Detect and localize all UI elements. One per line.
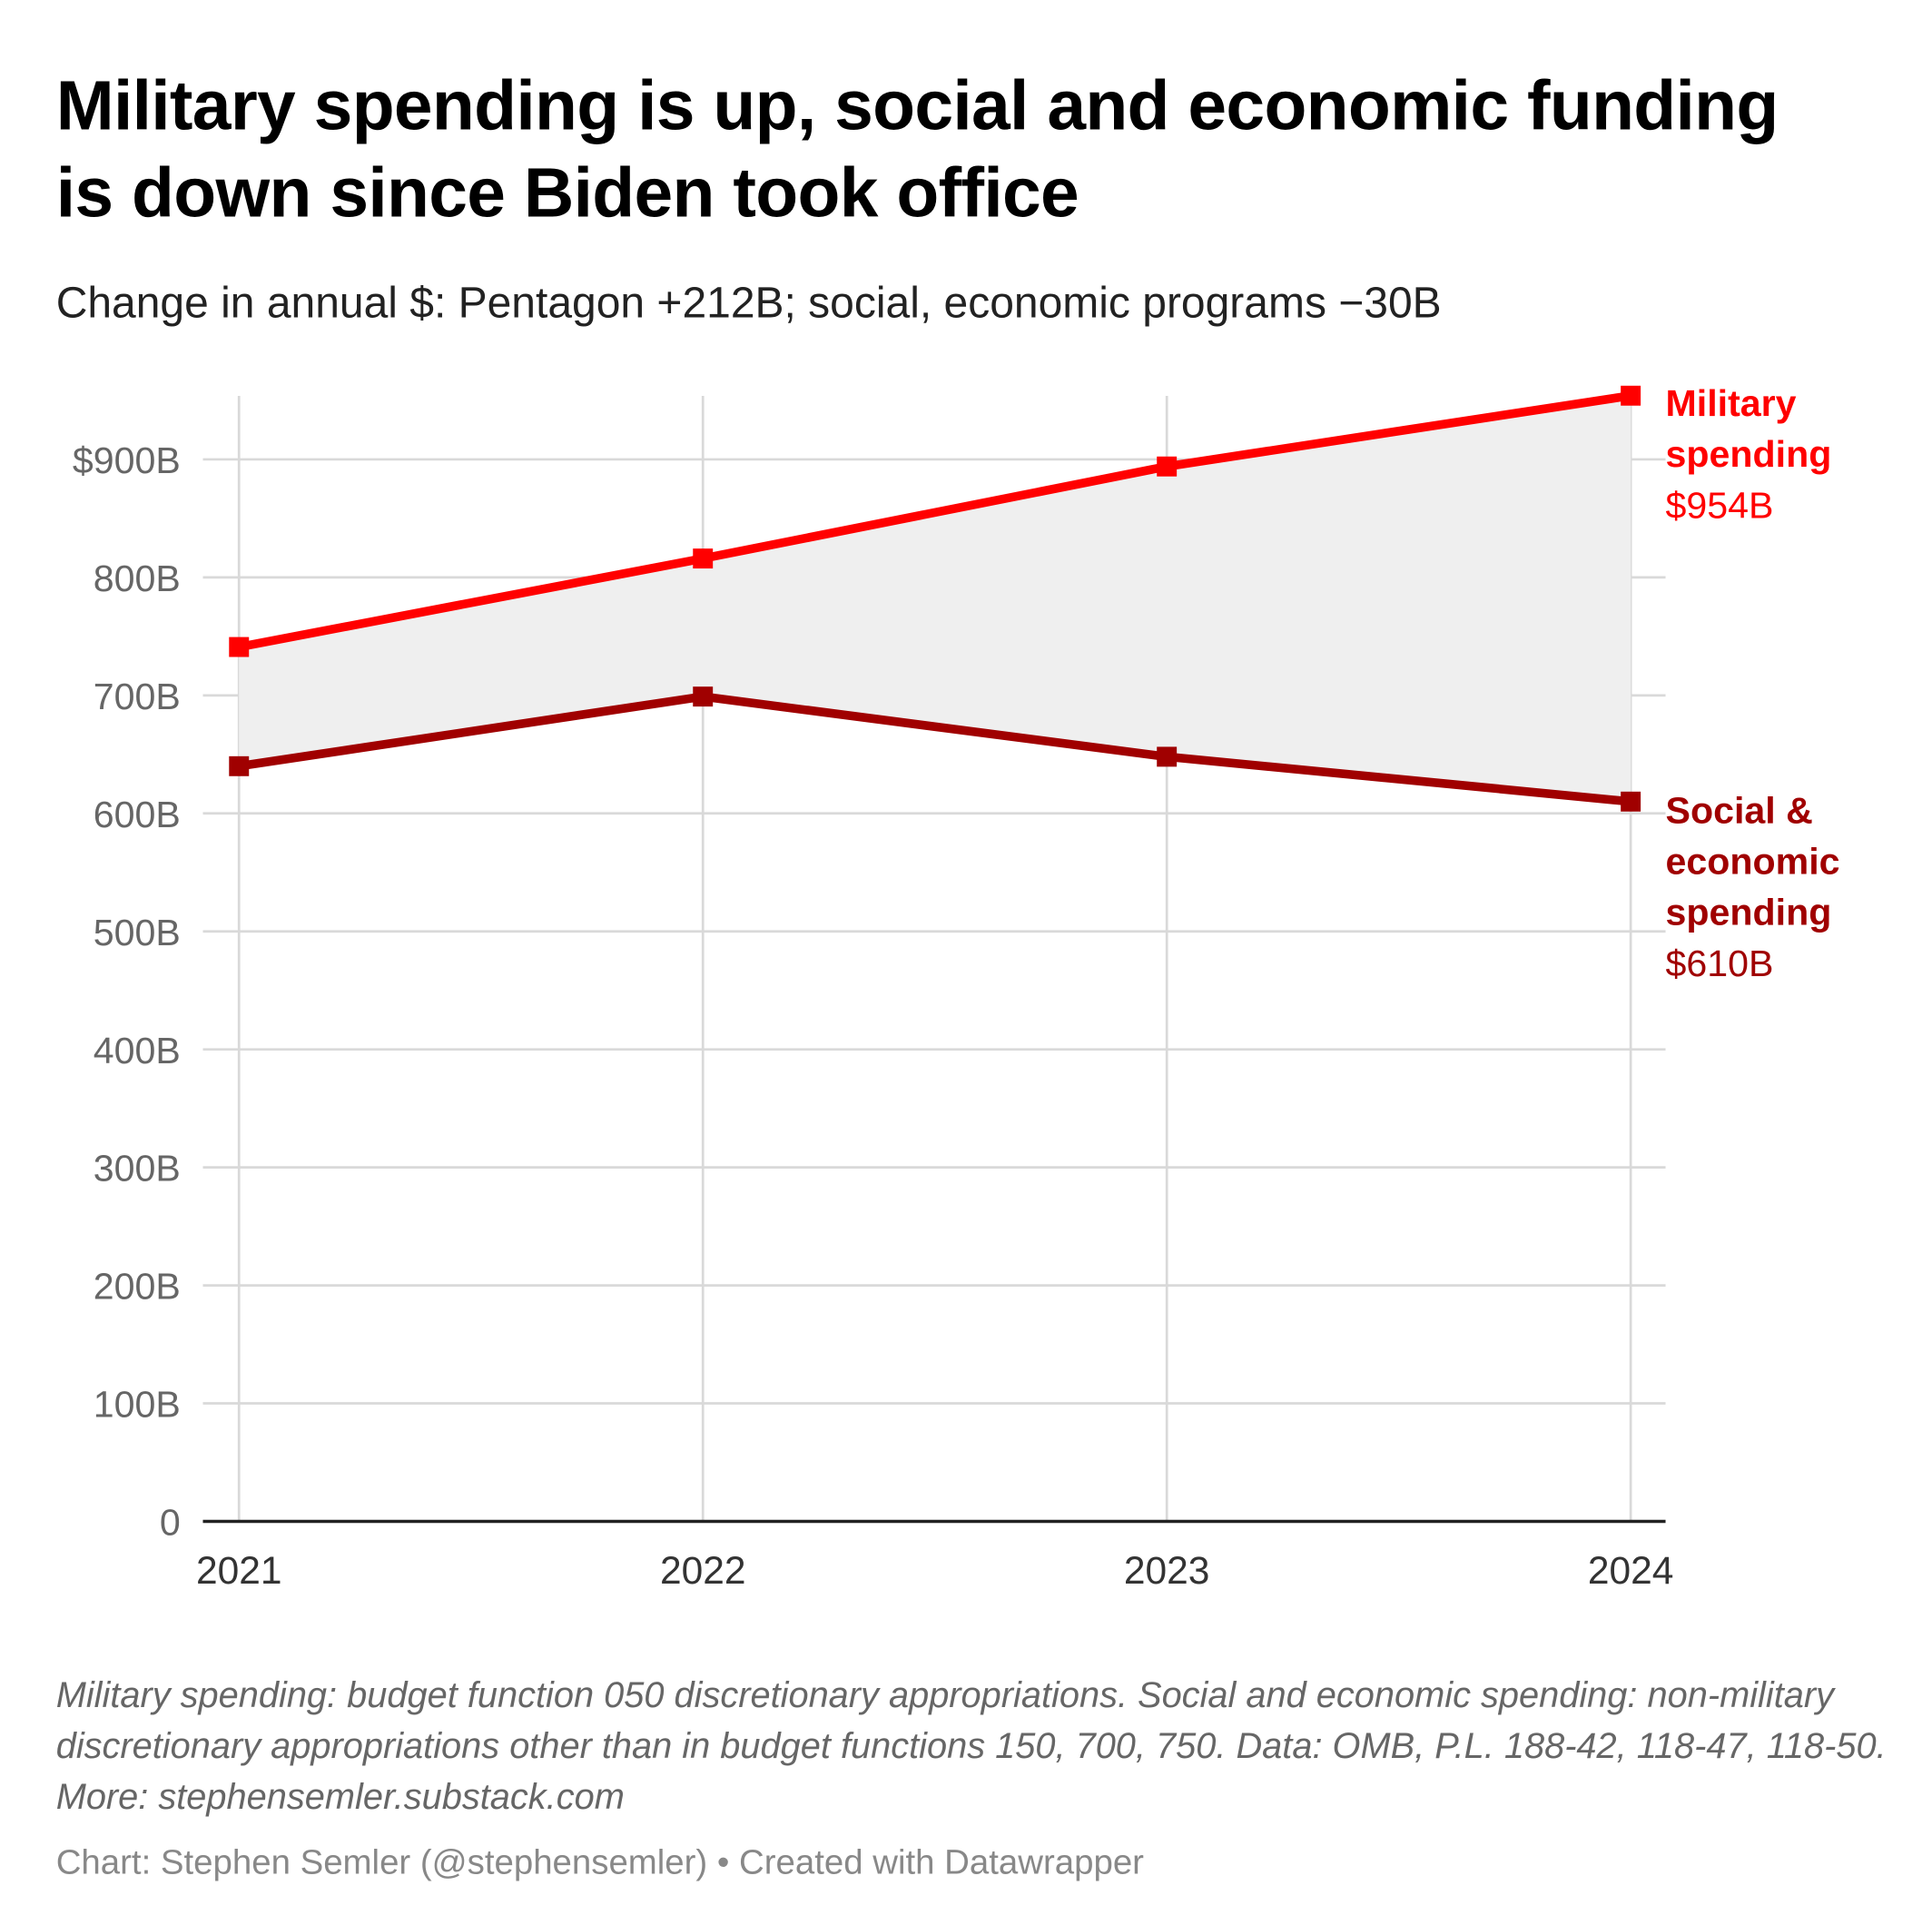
military-series-label: Military spending $954B [1666,379,1865,532]
chart-byline: Chart: Stephen Semler (@stephensemler) •… [55,1842,1144,1881]
plot-area: 0 100B 200B 300B 400B 500B 600B 700B 800B $900B 20… [73,385,1674,1593]
y-tick-label: 0 [160,1502,181,1544]
series-line-social [238,692,1631,806]
y-tick-label: 500B [94,912,181,953]
social-series-label: Social & economic spending $610B [1666,785,1878,990]
chart-title: Military spending is up, social and econ… [55,65,1779,232]
x-tick-label: 2022 [660,1550,746,1593]
data-point-social [1157,746,1178,767]
data-point-military [1621,385,1641,406]
y-tick-label: 400B [94,1030,181,1071]
gap-area [239,395,1631,802]
chart-notes: Military spending: budget function 050 d… [55,1675,1887,1818]
military-label-value: $954B [1665,485,1774,527]
x-tick-label: 2021 [196,1550,282,1593]
social-label-name: Social & economic spending [1665,790,1840,934]
data-point-social [229,755,250,776]
y-tick-label: $900B [73,439,181,481]
y-tick-label: 200B [94,1266,181,1308]
chart-subtitle: Change in annual $: Pentagon +212B; soci… [55,279,1442,328]
data-point-military [229,637,250,657]
data-point-military [693,548,714,569]
military-label-name: Military spending [1665,383,1832,476]
data-point-military [1157,456,1178,477]
y-tick-label: 100B [94,1384,181,1426]
social-label-value: $610B [1665,943,1774,985]
y-tick-label: 600B [94,794,181,835]
y-tick-label: 700B [94,676,181,717]
x-tick-label: 2024 [1588,1550,1674,1593]
data-point-social [1621,791,1641,812]
x-tick-label: 2023 [1124,1550,1210,1593]
series-line-military [238,391,1631,652]
data-point-social [693,686,714,707]
y-tick-label: 300B [94,1148,181,1190]
y-tick-label: 800B [94,558,181,599]
